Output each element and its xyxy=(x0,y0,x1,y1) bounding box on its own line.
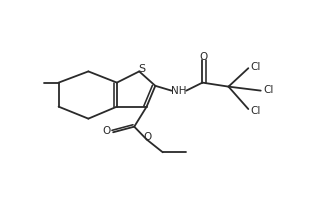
Text: Cl: Cl xyxy=(264,85,274,95)
Text: O: O xyxy=(144,132,152,142)
Text: Cl: Cl xyxy=(251,106,261,116)
Text: O: O xyxy=(200,52,208,62)
Text: S: S xyxy=(138,63,145,73)
Text: NH: NH xyxy=(171,86,187,96)
Text: O: O xyxy=(102,126,110,136)
Text: Cl: Cl xyxy=(251,62,261,72)
